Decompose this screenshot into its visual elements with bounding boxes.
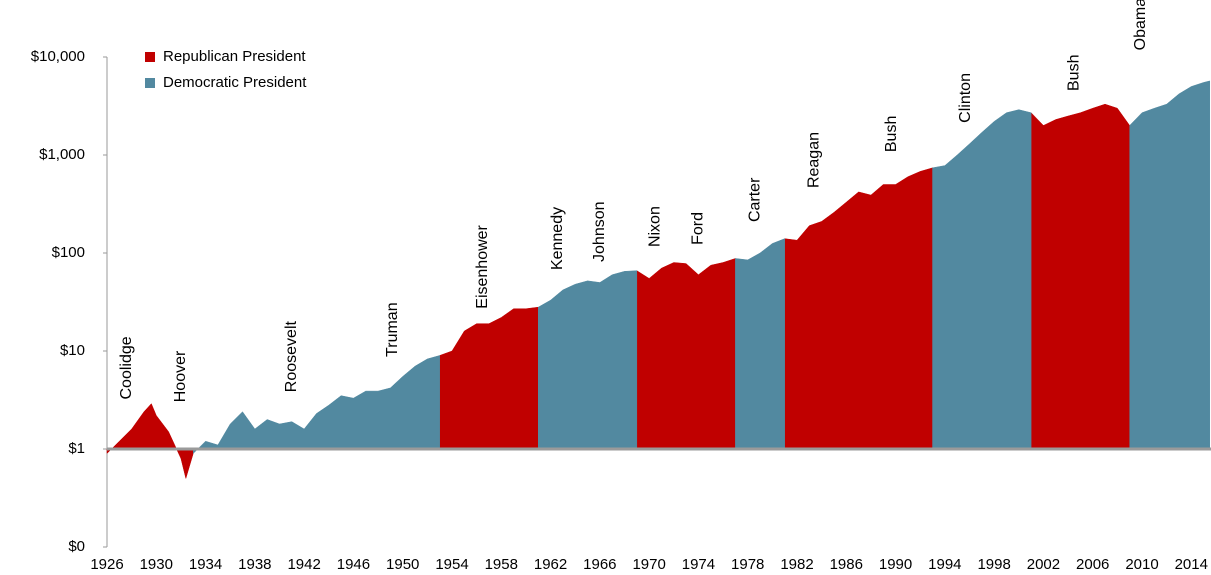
president-label: Ford [690, 212, 707, 245]
y-tick-label: $100 [52, 244, 85, 261]
president-label: Carter [746, 177, 763, 222]
x-tick-label: 1994 [928, 556, 961, 573]
president-label: Roosevelt [283, 320, 300, 392]
x-tick-label: 1938 [238, 556, 271, 573]
x-tick-label: 1942 [287, 556, 320, 573]
president-label: Kennedy [549, 207, 566, 270]
x-tick-label: 1986 [830, 556, 863, 573]
x-tick-label: 1998 [977, 556, 1010, 573]
x-tick-label: 1978 [731, 556, 764, 573]
president-label: Bush [883, 116, 900, 152]
president-label: Clinton [957, 73, 974, 123]
area [193, 80, 1211, 455]
area [106, 103, 1130, 480]
president-label: Hoover [172, 350, 189, 402]
president-label: Johnson [591, 201, 608, 262]
x-tick-label: 1990 [879, 556, 912, 573]
president-label: Truman [384, 302, 401, 357]
y-tick-label: $0 [68, 538, 85, 555]
x-tick-label: 2002 [1027, 556, 1060, 573]
x-tick-label: 2006 [1076, 556, 1109, 573]
x-tick-label: 1930 [140, 556, 173, 573]
x-tick-label: 1966 [583, 556, 616, 573]
x-tick-label: 2010 [1125, 556, 1158, 573]
y-tick-label: $10 [60, 342, 85, 359]
president-label: Bush [1065, 55, 1082, 91]
x-tick-label: 1982 [780, 556, 813, 573]
x-tick-label: 1954 [435, 556, 468, 573]
legend-swatch [145, 78, 155, 88]
y-tick-label: $1,000 [39, 146, 85, 163]
president-label: Coolidge [118, 336, 135, 399]
legend-swatch [145, 52, 155, 62]
x-tick-label: 1962 [534, 556, 567, 573]
x-tick-label: 1946 [337, 556, 370, 573]
x-tick-label: 1950 [386, 556, 419, 573]
x-tick-label: 2014 [1175, 556, 1208, 573]
president-label: Nixon [647, 206, 664, 247]
x-tick-label: 1958 [485, 556, 518, 573]
legend-label: Republican President [163, 48, 306, 65]
x-tick-label: 1934 [189, 556, 222, 573]
y-tick-label: $10,000 [31, 48, 85, 65]
legend-label: Democratic President [163, 74, 307, 91]
president-label: Eisenhower [474, 224, 491, 308]
x-tick-label: 1926 [90, 556, 123, 573]
x-tick-label: 1974 [682, 556, 715, 573]
president-label: Reagan [805, 132, 822, 188]
x-tick-label: 1970 [632, 556, 665, 573]
president-label: Obama [1132, 0, 1149, 50]
y-tick-label: $1 [68, 440, 85, 457]
